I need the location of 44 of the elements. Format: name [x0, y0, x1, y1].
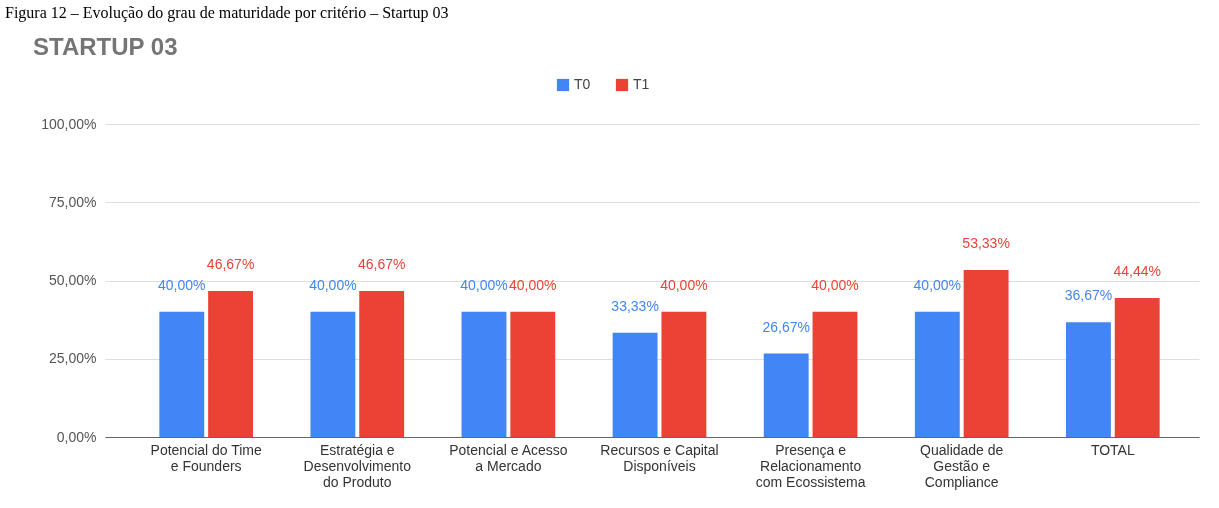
- data-label: 26,67%: [762, 318, 810, 335]
- chart-title: STARTUP 03: [33, 33, 178, 60]
- x-tick-label: Qualidade de Gestão e Compliance: [920, 441, 1004, 490]
- data-label: 33,33%: [611, 297, 659, 314]
- data-label: 40,00%: [158, 276, 206, 293]
- bar: [1065, 322, 1111, 437]
- x-tick-label: Potencial do Time e Founders: [150, 441, 263, 474]
- data-label: 40,00%: [309, 276, 357, 293]
- bar: [208, 290, 254, 437]
- bar: [812, 311, 858, 437]
- data-label: 40,00%: [913, 276, 962, 293]
- bar: [510, 311, 556, 437]
- x-tick-label: Recursos e Capital Disponíveis: [600, 441, 719, 474]
- legend-label: T0: [574, 76, 591, 92]
- y-tick-label: 25,00%: [49, 350, 97, 367]
- bar: [159, 311, 205, 437]
- y-tick-label: 75,00%: [49, 193, 97, 210]
- data-label: 40,00%: [460, 276, 508, 293]
- data-label: 40,00%: [660, 276, 708, 293]
- bar: [1114, 297, 1160, 437]
- x-tick-label: Estratégia e Desenvolvimento do Produto: [303, 441, 412, 490]
- bar: [661, 311, 707, 437]
- bar: [914, 311, 960, 437]
- y-tick-label: 0,00%: [56, 428, 97, 445]
- text: Figura 12 – Evolução do grau de maturidade por critério – Startup 03: [5, 4, 449, 22]
- bar: [310, 311, 356, 437]
- bar: [359, 290, 405, 437]
- y-tick-label: 50,00%: [49, 272, 97, 288]
- bar: [461, 311, 507, 437]
- x-tick-label: Presença e Relacionamento com Ecossistema: [755, 441, 866, 490]
- data-label: 53,33%: [962, 235, 1010, 252]
- legend-label: T1: [633, 76, 650, 92]
- data-label: 44,44%: [1113, 262, 1161, 279]
- bar: [963, 270, 1009, 437]
- data-label: 46,67%: [357, 255, 406, 272]
- data-label: 36,67%: [1064, 287, 1113, 304]
- bar: [763, 353, 809, 437]
- data-label: 40,00%: [509, 276, 557, 293]
- data-label: 46,67%: [206, 255, 255, 272]
- y-tick-label: 100,00%: [41, 115, 97, 132]
- x-tick-label: Potencial e Acesso a Mercado: [449, 441, 568, 474]
- bar: [612, 332, 658, 437]
- data-label: 40,00%: [811, 276, 859, 293]
- x-tick-label: TOTAL: [1090, 441, 1135, 458]
